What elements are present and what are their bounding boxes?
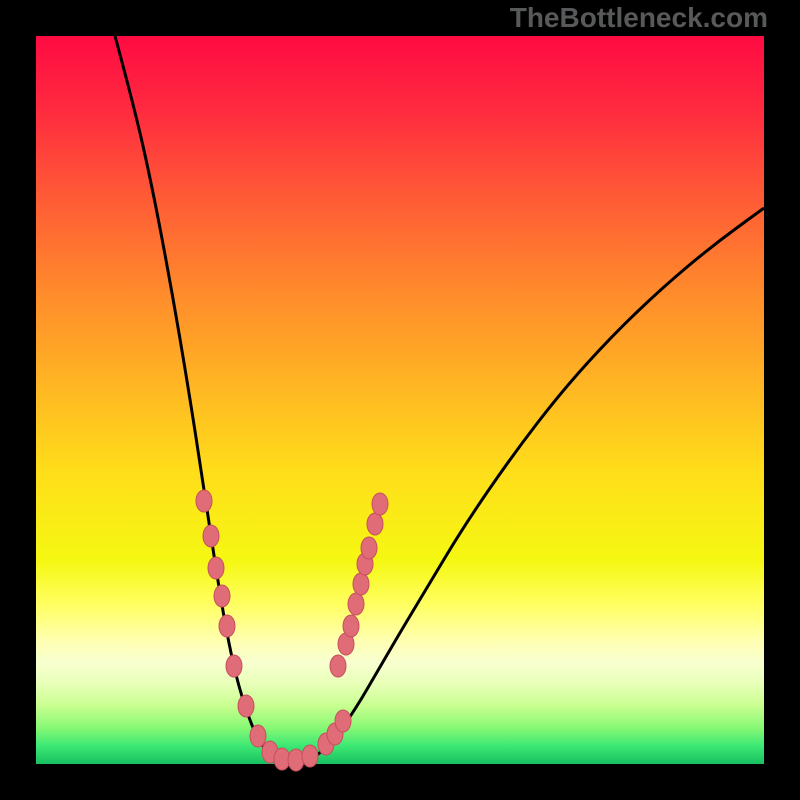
right-curve [288, 208, 764, 762]
watermark-text: TheBottleneck.com [510, 2, 768, 34]
chart-canvas: TheBottleneck.com [0, 0, 800, 800]
data-marker [196, 490, 212, 512]
curve-layer [36, 36, 764, 764]
data-marker [361, 537, 377, 559]
plot-area [36, 36, 764, 764]
data-marker [226, 655, 242, 677]
data-marker [343, 615, 359, 637]
data-marker [238, 695, 254, 717]
marker-group [196, 490, 388, 771]
data-marker [367, 513, 383, 535]
data-marker [214, 585, 230, 607]
data-marker [208, 557, 224, 579]
data-marker [302, 745, 318, 767]
data-marker [353, 573, 369, 595]
data-marker [288, 749, 304, 771]
data-marker [330, 655, 346, 677]
data-marker [250, 725, 266, 747]
data-marker [348, 593, 364, 615]
data-marker [372, 493, 388, 515]
data-marker [335, 710, 351, 732]
left-curve [115, 36, 288, 762]
data-marker [203, 525, 219, 547]
data-marker [219, 615, 235, 637]
